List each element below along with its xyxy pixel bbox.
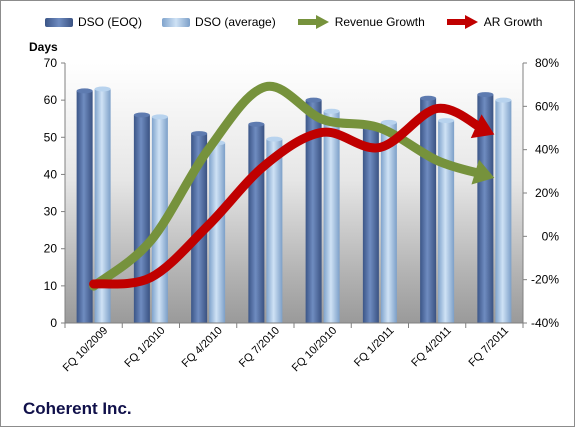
- arrowhead-revenue-growth: [471, 159, 495, 185]
- y2-tick-label-5: 60%: [535, 99, 559, 113]
- x-tick-label-5: FQ 1/2011: [352, 325, 397, 370]
- bar-dso-average-0: [94, 89, 111, 323]
- bar-cap-1-0: [94, 86, 111, 92]
- bar-cap-1-1: [151, 114, 168, 120]
- bar-cap-0-2: [191, 131, 208, 137]
- bar-cap-1-4: [323, 108, 340, 114]
- legend-label-revenue-growth: Revenue Growth: [334, 15, 425, 29]
- bar-dso-eoq-0: [76, 90, 93, 323]
- bar-dso-eoq-5: [362, 128, 379, 323]
- y-tick-label-4: 40: [44, 167, 58, 181]
- bar-dso-eoq-1: [133, 115, 150, 323]
- legend: DSO (EOQ) DSO (average) Revenue Growth A…: [45, 15, 562, 29]
- company-label: Coherent Inc.: [23, 399, 132, 418]
- bar-cap-0-3: [248, 121, 265, 127]
- line-revenue-growth: [89, 81, 488, 291]
- legend-label-dso-average: DSO (average): [195, 15, 276, 29]
- y-tick-label-6: 60: [44, 93, 58, 107]
- bar-cap-0-1: [133, 112, 150, 118]
- bar-dso-average-7: [495, 100, 512, 324]
- line-ar-growth: [89, 103, 488, 289]
- legend-item-dso-average: DSO (average): [162, 15, 276, 29]
- y2-tick-label-0: -40%: [531, 316, 559, 330]
- bar-dso-eoq-3: [248, 124, 265, 324]
- y2-tick-label-6: 80%: [535, 56, 559, 70]
- x-tick-label-3: FQ 7/2010: [237, 325, 282, 370]
- bar-dso-eoq-4: [305, 100, 322, 324]
- bar-cap-0-7: [477, 92, 494, 98]
- bar-dso-average-4: [323, 111, 340, 324]
- y-tick-label-0: 0: [50, 316, 57, 330]
- legend-label-dso-eoq: DSO (EOQ): [78, 15, 143, 29]
- x-tick-label-2: FQ 4/2010: [180, 325, 225, 370]
- x-tick-label-1: FQ 1/2010: [122, 325, 167, 370]
- bar-cap-0-6: [420, 95, 437, 101]
- red-arrow-icon: [446, 15, 478, 29]
- bar-cap-1-5: [380, 119, 397, 125]
- x-tick-label-7: FQ 7/2011: [466, 325, 511, 370]
- bar-cap-1-6: [438, 118, 455, 124]
- legend-item-dso-eoq: DSO (EOQ): [45, 15, 142, 29]
- bar-dso-eoq-7: [477, 94, 494, 323]
- legend-item-revenue-growth: Revenue Growth: [296, 15, 425, 29]
- legend-label-ar-growth: AR Growth: [483, 15, 543, 29]
- green-arrow-icon: [297, 15, 329, 29]
- y2-tick-label-1: -20%: [531, 273, 559, 287]
- bar-dso-average-2: [209, 142, 226, 323]
- y-tick-label-5: 50: [44, 130, 58, 144]
- bar-dso-average-3: [266, 139, 283, 323]
- y2-tick-label-2: 0%: [542, 229, 560, 243]
- legend-item-ar-growth: AR Growth: [445, 15, 543, 29]
- y-tick-label-1: 10: [44, 279, 58, 293]
- legend-swatch-dso-eoq: [45, 17, 73, 27]
- bar-cap-1-3: [266, 136, 283, 142]
- x-tick-label-6: FQ 4/2011: [409, 325, 454, 370]
- y2-tick-label-4: 40%: [535, 143, 559, 157]
- bar-cap-0-0: [76, 88, 93, 94]
- x-tick-label-0: FQ 10/2009: [61, 325, 111, 375]
- bar-dso-average-6: [438, 120, 455, 323]
- y-tick-label-7: 70: [44, 56, 58, 70]
- arrowhead-ar-growth: [470, 114, 495, 139]
- x-tick-label-4: FQ 10/2010: [290, 325, 340, 375]
- bar-dso-eoq-6: [420, 98, 437, 324]
- y-tick-label-3: 30: [44, 205, 58, 219]
- legend-swatch-dso-average: [162, 17, 191, 27]
- y2-tick-label-3: 20%: [535, 186, 559, 200]
- lines-layer: [89, 81, 495, 291]
- bar-dso-average-5: [380, 122, 397, 323]
- y-tick-label-2: 20: [44, 242, 58, 256]
- y-axis-label: Days: [29, 40, 58, 54]
- bar-cap-0-4: [305, 97, 322, 103]
- bar-cap-1-7: [495, 97, 512, 103]
